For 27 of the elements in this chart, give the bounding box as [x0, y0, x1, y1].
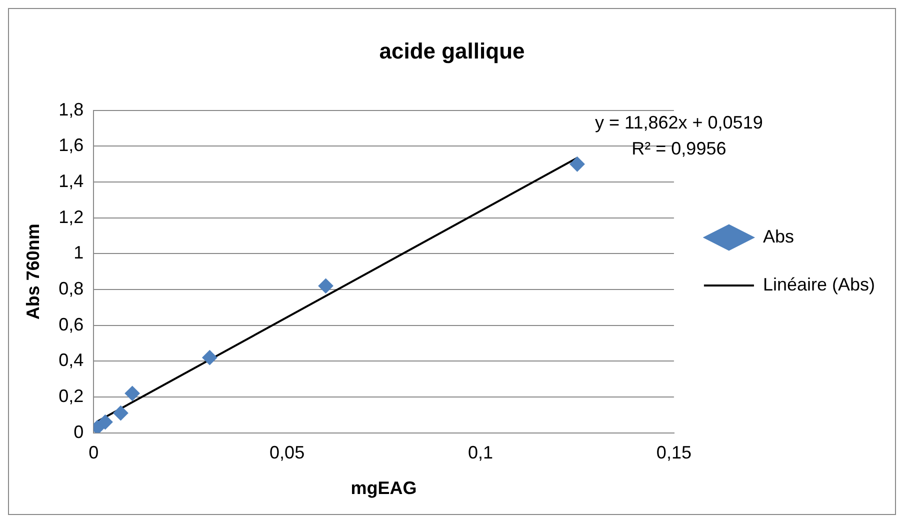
y-tick-label: 1,2: [58, 206, 84, 227]
x-tick-label: 0,05: [270, 442, 305, 463]
point: [570, 156, 585, 172]
point: [98, 414, 113, 430]
point: [318, 278, 334, 294]
annotation: R² = 0,9956: [632, 138, 726, 158]
legend-label: Linéaire (Abs): [762, 274, 876, 294]
x-tick-label: 0: [88, 442, 99, 463]
y-tick-label: 0: [74, 422, 84, 442]
y-axis-title: Abs 760nm: [22, 224, 43, 320]
y-tick-label: 0,4: [58, 350, 84, 370]
annotation: y = 11,862x + 0,0519: [595, 112, 763, 132]
x-tick-label: 0,15: [656, 442, 692, 463]
y-tick-label: 1,6: [58, 135, 84, 156]
point: [113, 406, 128, 421]
y-tick-label: 0,6: [58, 314, 84, 334]
y-tick-label: 1,8: [58, 99, 84, 120]
x-axis-title: mgEAG: [350, 478, 417, 498]
chart-title: acide gallique: [379, 38, 525, 64]
y-tick-label: 1: [74, 242, 84, 263]
x-tick-label: 0,1: [468, 442, 494, 463]
point: [124, 386, 140, 401]
y-tick-label: 0,2: [58, 386, 84, 406]
legend-label: Abs: [762, 226, 794, 246]
y-tick-label: 0,8: [58, 278, 84, 298]
y-tick-label: 1,4: [58, 171, 84, 192]
point: [202, 350, 218, 366]
